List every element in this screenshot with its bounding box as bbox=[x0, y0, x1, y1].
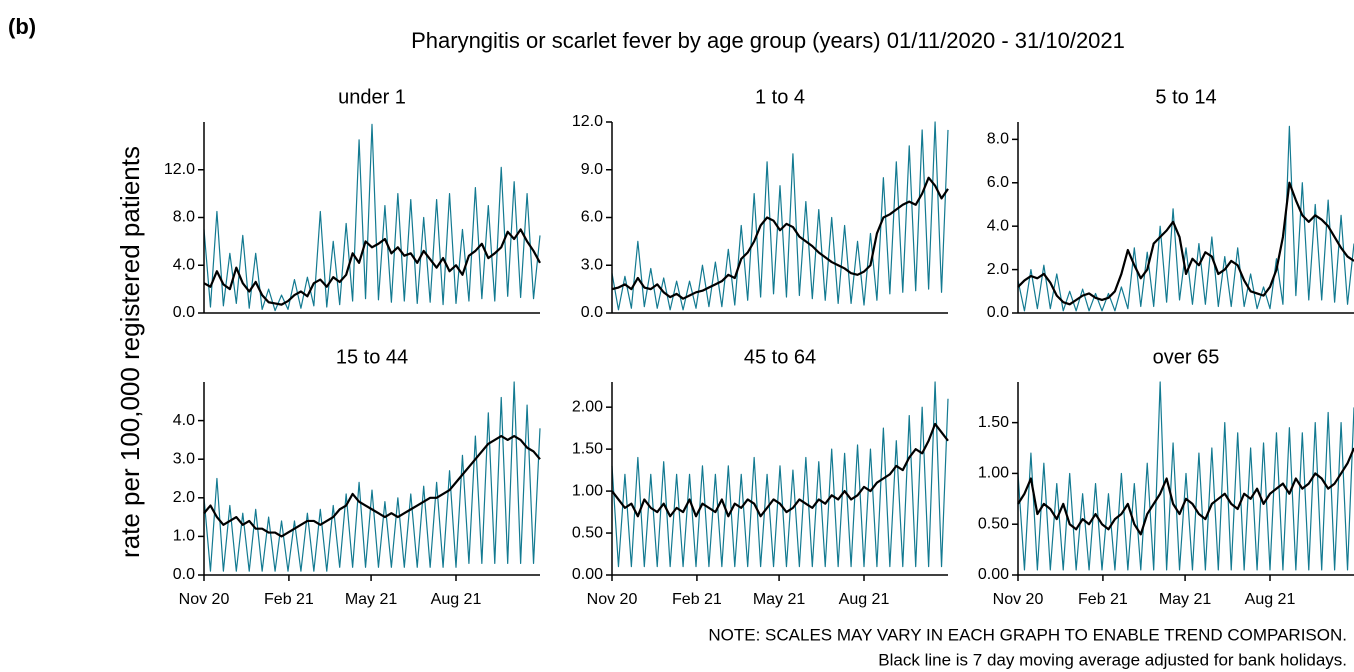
y-tick-label: 1.00 bbox=[978, 465, 1009, 482]
series-line bbox=[611, 422, 949, 518]
y-tick-label: 2.00 bbox=[572, 398, 603, 415]
panel-title: 1 to 4 bbox=[755, 86, 805, 108]
panel-label: (b) bbox=[8, 14, 36, 39]
y-axis-label: rate per 100,000 registered patients bbox=[115, 146, 145, 558]
y-tick-label: 1.0 bbox=[173, 528, 195, 545]
y-tick-label: 0.00 bbox=[572, 566, 603, 583]
x-tick-label: Feb 21 bbox=[1078, 591, 1128, 608]
x-tick-label: May 21 bbox=[345, 591, 398, 608]
y-tick-label: 3.0 bbox=[173, 450, 195, 467]
y-tick-label: 3.0 bbox=[581, 256, 603, 273]
x-tick-label: Feb 21 bbox=[672, 591, 722, 608]
y-tick-label: 8.0 bbox=[987, 131, 1009, 148]
series-line bbox=[1017, 447, 1354, 536]
x-tick-label: Nov 20 bbox=[179, 591, 230, 608]
y-tick-label: 6.0 bbox=[987, 174, 1009, 191]
y-tick-label: 0.50 bbox=[978, 515, 1009, 532]
x-tick-label: Aug 21 bbox=[839, 591, 890, 608]
series-line bbox=[203, 381, 541, 572]
y-tick-label: 1.50 bbox=[572, 440, 603, 457]
y-tick-label: 6.0 bbox=[581, 209, 603, 226]
y-tick-label: 1.00 bbox=[572, 482, 603, 499]
y-tick-label: 1.50 bbox=[978, 414, 1009, 431]
panel-title: over 65 bbox=[1153, 346, 1220, 368]
x-tick-label: Nov 20 bbox=[993, 591, 1044, 608]
y-tick-label: 8.0 bbox=[173, 209, 195, 226]
series-line bbox=[611, 121, 949, 311]
y-tick-label: 9.0 bbox=[581, 161, 603, 178]
y-tick-label: 4.0 bbox=[987, 217, 1009, 234]
note: NOTE: SCALES MAY VARY IN EACH GRAPH TO E… bbox=[708, 625, 1347, 644]
series-line bbox=[611, 381, 949, 568]
y-tick-label: 0.50 bbox=[572, 524, 603, 541]
y-tick-label: 2.0 bbox=[987, 261, 1009, 278]
x-tick-label: Aug 21 bbox=[431, 591, 482, 608]
panel-title: 45 to 64 bbox=[744, 346, 816, 368]
series-line bbox=[1017, 181, 1354, 306]
x-tick-label: Aug 21 bbox=[1245, 591, 1296, 608]
panel-title: under 1 bbox=[338, 86, 406, 108]
y-tick-label: 2.0 bbox=[173, 489, 195, 506]
x-tick-label: Nov 20 bbox=[587, 591, 638, 608]
y-tick-label: 4.0 bbox=[173, 256, 195, 273]
y-tick-label: 0.00 bbox=[978, 566, 1009, 583]
series-line bbox=[611, 176, 949, 300]
y-tick-label: 0.0 bbox=[173, 304, 195, 321]
series-line bbox=[203, 228, 541, 306]
x-tick-label: May 21 bbox=[1159, 591, 1212, 608]
y-tick-label: 0.0 bbox=[173, 566, 195, 583]
series-line bbox=[1017, 125, 1354, 312]
panel-title: 15 to 44 bbox=[336, 346, 408, 368]
chart-title: Pharyngitis or scarlet fever by age grou… bbox=[411, 28, 1125, 53]
y-tick-label: 0.0 bbox=[987, 304, 1009, 321]
series-line bbox=[1017, 381, 1354, 571]
note: Black line is 7 day moving average adjus… bbox=[878, 650, 1347, 669]
x-tick-label: May 21 bbox=[753, 591, 806, 608]
y-tick-label: 4.0 bbox=[173, 412, 195, 429]
y-tick-label: 12.0 bbox=[572, 113, 603, 130]
panel-title: 5 to 14 bbox=[1155, 86, 1216, 108]
x-tick-label: Feb 21 bbox=[264, 591, 314, 608]
y-tick-label: 12.0 bbox=[164, 161, 195, 178]
y-tick-label: 0.0 bbox=[581, 304, 603, 321]
series-line bbox=[203, 434, 541, 538]
